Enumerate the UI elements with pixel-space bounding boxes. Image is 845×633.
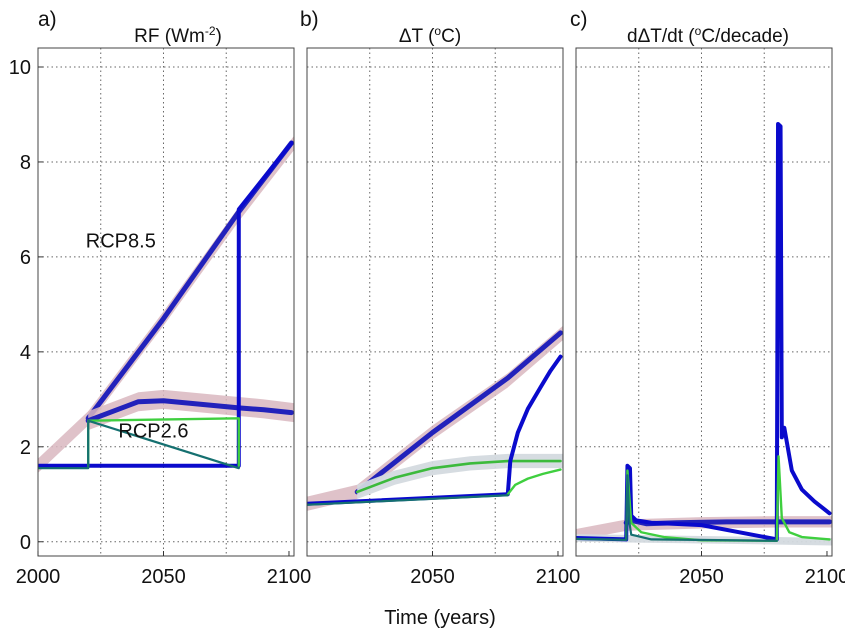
y-tick-label: 2 (20, 437, 31, 459)
annotation-rcp85: RCP8.5 (86, 230, 156, 252)
panel-a: a) RF (Wm-2) 0 2 4 6 8 10 2000 2050 2100 RCP8.5 RC… (9, 8, 311, 588)
panel-b-central-green-line-3 (355, 459, 562, 494)
panel-c-series (576, 121, 832, 546)
panel-c: c) dΔT/dt (oC/decade) 2050 2100 (570, 8, 845, 588)
annotation-rcp26: RCP2.6 (118, 420, 188, 442)
panel-a-stepped-teal-line-6 (38, 419, 240, 470)
panel-c-frame (575, 47, 833, 557)
panel-b-title: ΔT (oC) (399, 24, 461, 47)
panel-a-series (38, 135, 294, 473)
panel-b-letter: b) (300, 8, 319, 31)
panel-b-stepped-teal-line-6 (307, 494, 509, 506)
panel-c-title: dΔT/dt (oC/decade) (627, 24, 789, 47)
panel-b-series (307, 325, 563, 511)
x-tick-label: 2100 (267, 566, 312, 588)
x-tick-label: 2050 (410, 566, 455, 588)
panel-b-band-0 (307, 325, 563, 511)
y-tick-label: 6 (20, 247, 31, 269)
y-tick-label: 4 (20, 342, 31, 364)
x-tick-label: 2100 (805, 566, 845, 588)
panel-b-stepped-green-line-5 (506, 468, 562, 496)
panel-a-central-line-3 (85, 398, 294, 424)
panel-c-stepped-teal-line-5 (576, 474, 778, 542)
x-tick-label: 2050 (679, 566, 724, 588)
panel-c-grid (576, 48, 832, 556)
x-tick-label: 2100 (536, 566, 581, 588)
x-axis-label: Time (years) (384, 607, 495, 629)
panel-c-stepped-line-3 (576, 121, 832, 542)
y-tick-label: 8 (20, 152, 31, 174)
panel-b-frame (306, 47, 564, 557)
panel-b-central-line-1 (354, 330, 563, 495)
panel-c-letter: c) (570, 8, 588, 31)
panel-a-grid (38, 48, 294, 556)
y-tick-label: 0 (20, 532, 31, 554)
panel-b-stepped-line-4 (307, 354, 563, 506)
panel-a-letter: a) (38, 8, 57, 31)
x-tick-label: 2050 (141, 566, 186, 588)
panel-a-title: RF (Wm-2) (134, 24, 222, 47)
panel-a-stepped-line-4 (38, 140, 294, 468)
panel-a-frame (37, 47, 295, 557)
y-tick-label: 10 (9, 57, 31, 79)
panel-b: b) ΔT (oC) 2050 2100 (300, 8, 580, 588)
x-tick-label: 2000 (16, 566, 61, 588)
